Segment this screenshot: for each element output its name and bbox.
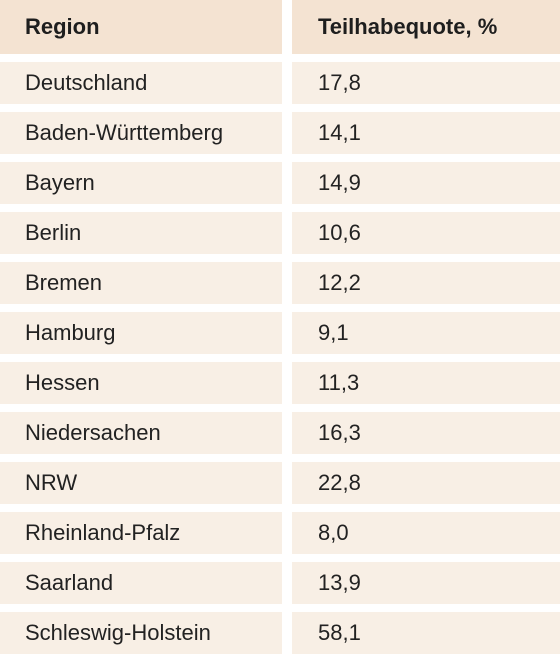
region-cell: Schleswig-Holstein (0, 612, 282, 654)
table-row: Saarland 13,9 (0, 562, 560, 604)
value-cell: 16,3 (292, 412, 560, 454)
table-row: Baden-Württemberg 14,1 (0, 112, 560, 154)
table-row: Schleswig-Holstein 58,1 (0, 612, 560, 654)
table-row: Bayern 14,9 (0, 162, 560, 204)
region-cell: Deutschland (0, 62, 282, 104)
region-cell: Hamburg (0, 312, 282, 354)
header-teilhabequote: Teilhabequote, % (292, 0, 560, 54)
value-cell: 13,9 (292, 562, 560, 604)
header-region: Region (0, 0, 282, 54)
region-cell: NRW (0, 462, 282, 504)
region-cell: Berlin (0, 212, 282, 254)
region-cell: Rheinland-Pfalz (0, 512, 282, 554)
table-row: Rheinland-Pfalz 8,0 (0, 512, 560, 554)
table-header-row: Region Teilhabequote, % (0, 0, 560, 54)
region-cell: Niedersachen (0, 412, 282, 454)
value-cell: 10,6 (292, 212, 560, 254)
region-cell: Saarland (0, 562, 282, 604)
value-cell: 8,0 (292, 512, 560, 554)
region-cell: Baden-Württemberg (0, 112, 282, 154)
value-cell: 14,9 (292, 162, 560, 204)
table-row: Hessen 11,3 (0, 362, 560, 404)
value-cell: 9,1 (292, 312, 560, 354)
value-cell: 11,3 (292, 362, 560, 404)
table-row: Hamburg 9,1 (0, 312, 560, 354)
region-cell: Bayern (0, 162, 282, 204)
table-row: NRW 22,8 (0, 462, 560, 504)
value-cell: 12,2 (292, 262, 560, 304)
table-row: Bremen 12,2 (0, 262, 560, 304)
table-row: Deutschland 17,8 (0, 62, 560, 104)
value-cell: 14,1 (292, 112, 560, 154)
region-cell: Hessen (0, 362, 282, 404)
table-row: Berlin 10,6 (0, 212, 560, 254)
value-cell: 17,8 (292, 62, 560, 104)
region-cell: Bremen (0, 262, 282, 304)
value-cell: 58,1 (292, 612, 560, 654)
table-row: Niedersachen 16,3 (0, 412, 560, 454)
value-cell: 22,8 (292, 462, 560, 504)
